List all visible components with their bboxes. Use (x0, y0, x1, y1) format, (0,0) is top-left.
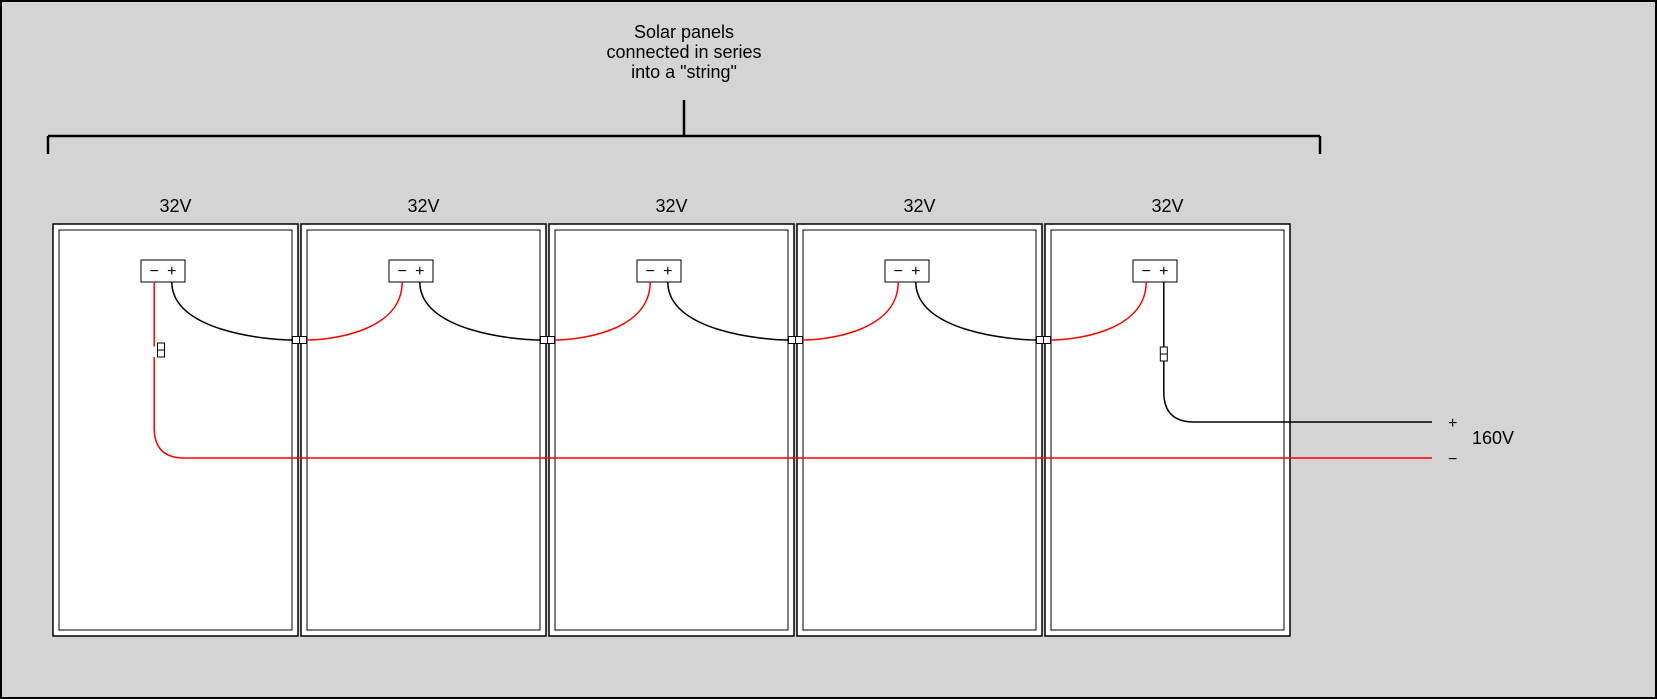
jbox-plus-0: + (167, 263, 176, 280)
panel-voltage-label-2: 32V (655, 196, 687, 216)
panel-voltage-label-0: 32V (159, 196, 191, 216)
title-line-0: Solar panels (634, 22, 734, 42)
panel-voltage-label-4: 32V (1151, 196, 1183, 216)
diagram-stage: Solar panelsconnected in seriesinto a "s… (0, 0, 1657, 699)
panel-outer-2 (549, 224, 794, 636)
junction-box-2 (637, 260, 681, 282)
title-line-1: connected in series (606, 42, 761, 62)
panel-outer-0 (53, 224, 298, 636)
jbox-minus-4: − (1142, 263, 1151, 280)
panel-outer-3 (797, 224, 1042, 636)
jbox-minus-3: − (894, 263, 903, 280)
jbox-minus-1: − (398, 263, 407, 280)
jbox-minus-2: − (646, 263, 655, 280)
panel-outer-1 (301, 224, 546, 636)
jbox-plus-3: + (911, 263, 920, 280)
jbox-plus-1: + (415, 263, 424, 280)
title-line-2: into a "string" (631, 62, 737, 82)
output-plus: + (1448, 415, 1457, 432)
output-voltage: 160V (1472, 428, 1514, 448)
output-minus: − (1448, 451, 1457, 468)
junction-box-0 (141, 260, 185, 282)
panel-voltage-label-1: 32V (407, 196, 439, 216)
junction-box-4 (1133, 260, 1177, 282)
panel-outer-4 (1045, 224, 1290, 636)
jbox-plus-2: + (663, 263, 672, 280)
jbox-plus-4: + (1159, 263, 1168, 280)
diagram-svg: Solar panelsconnected in seriesinto a "s… (0, 0, 1657, 699)
jbox-minus-0: − (150, 263, 159, 280)
junction-box-1 (389, 260, 433, 282)
panel-voltage-label-3: 32V (903, 196, 935, 216)
junction-box-3 (885, 260, 929, 282)
